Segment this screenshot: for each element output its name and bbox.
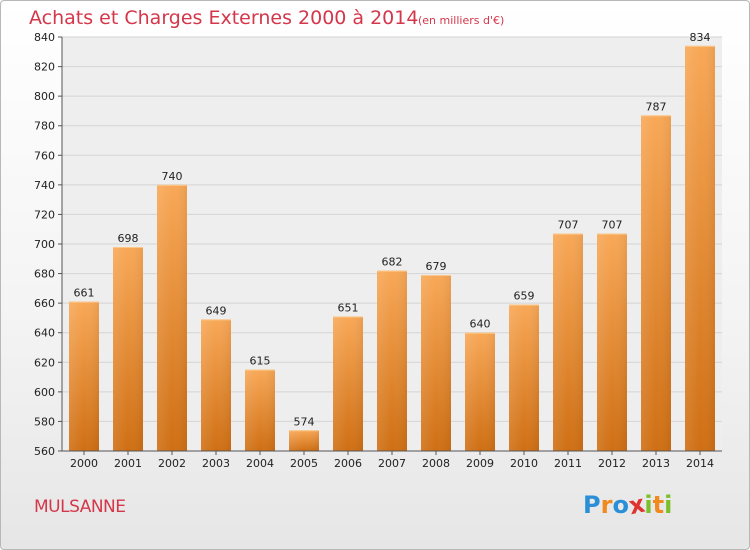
data-label: 740: [162, 170, 183, 183]
data-label: 698: [118, 232, 139, 245]
data-label: 649: [206, 304, 227, 317]
x-tick-label: 2011: [554, 457, 582, 470]
logo-letter: i: [664, 491, 673, 519]
bar-shine: [69, 301, 99, 451]
data-label: 707: [558, 219, 579, 232]
y-tick-label: 740: [34, 179, 55, 192]
y-tick-label: 820: [34, 61, 55, 74]
data-label: 682: [382, 256, 403, 269]
x-tick-label: 2002: [158, 457, 186, 470]
y-tick-label: 620: [34, 356, 55, 369]
proxiti-logo: Proxiti: [583, 490, 673, 521]
chart-title: Achats et Charges Externes 2000 à 2014: [29, 7, 419, 29]
bar-shine: [201, 319, 231, 451]
x-tick-label: 2007: [378, 457, 406, 470]
data-label: 659: [514, 290, 535, 303]
y-tick-label: 580: [34, 415, 55, 428]
data-label: 661: [74, 287, 95, 300]
data-label: 834: [690, 31, 711, 44]
data-label: 651: [338, 301, 359, 314]
bar-shine: [421, 275, 451, 451]
y-tick-label: 720: [34, 208, 55, 221]
bar-shine: [641, 115, 671, 451]
x-tick-label: 2012: [598, 457, 626, 470]
x-tick-label: 2013: [642, 457, 670, 470]
data-label: 640: [470, 318, 491, 331]
bar-shine: [377, 270, 407, 451]
y-tick-label: 660: [34, 297, 55, 310]
logo-letter: i: [644, 491, 653, 519]
y-tick-label: 780: [34, 120, 55, 133]
x-tick-label: 2005: [290, 457, 318, 470]
x-tick-label: 2009: [466, 457, 494, 470]
x-tick-label: 2010: [510, 457, 538, 470]
bar-shine: [553, 233, 583, 451]
data-label: 707: [602, 219, 623, 232]
city-name: MULSANNE: [34, 497, 126, 517]
x-tick-label: 2004: [246, 457, 274, 470]
x-tick-label: 2006: [334, 457, 362, 470]
y-tick-label: 700: [34, 238, 55, 251]
y-tick-label: 800: [34, 90, 55, 103]
bar-shine: [113, 246, 143, 451]
x-tick-label: 2001: [114, 457, 142, 470]
bar-shine: [465, 332, 495, 451]
y-tick-label: 680: [34, 268, 55, 281]
y-tick-label: 760: [34, 149, 55, 162]
chart-subtitle: (en milliers d'€): [418, 14, 505, 27]
bar-shine: [685, 45, 715, 451]
logo-letter: o: [612, 491, 629, 519]
x-tick-label: 2003: [202, 457, 230, 470]
logo-letter: P: [583, 491, 601, 519]
y-tick-label: 600: [34, 386, 55, 399]
data-label: 679: [426, 260, 447, 273]
bar-shine: [597, 233, 627, 451]
y-tick-label: 560: [34, 445, 55, 458]
logo-letter: t: [652, 491, 665, 519]
bar-shine: [333, 316, 363, 451]
bar-shine: [157, 184, 187, 451]
data-label: 615: [250, 355, 271, 368]
y-tick-label: 640: [34, 327, 55, 340]
data-label: 787: [646, 100, 667, 113]
bar-shine: [289, 430, 319, 451]
bar-shine: [245, 369, 275, 451]
x-tick-label: 2000: [70, 457, 98, 470]
y-tick-label: 840: [34, 31, 55, 44]
bar-shine: [509, 304, 539, 451]
data-label: 574: [294, 415, 315, 428]
x-tick-label: 2014: [686, 457, 714, 470]
logo-letter: r: [600, 491, 613, 519]
x-tick-label: 2008: [422, 457, 450, 470]
